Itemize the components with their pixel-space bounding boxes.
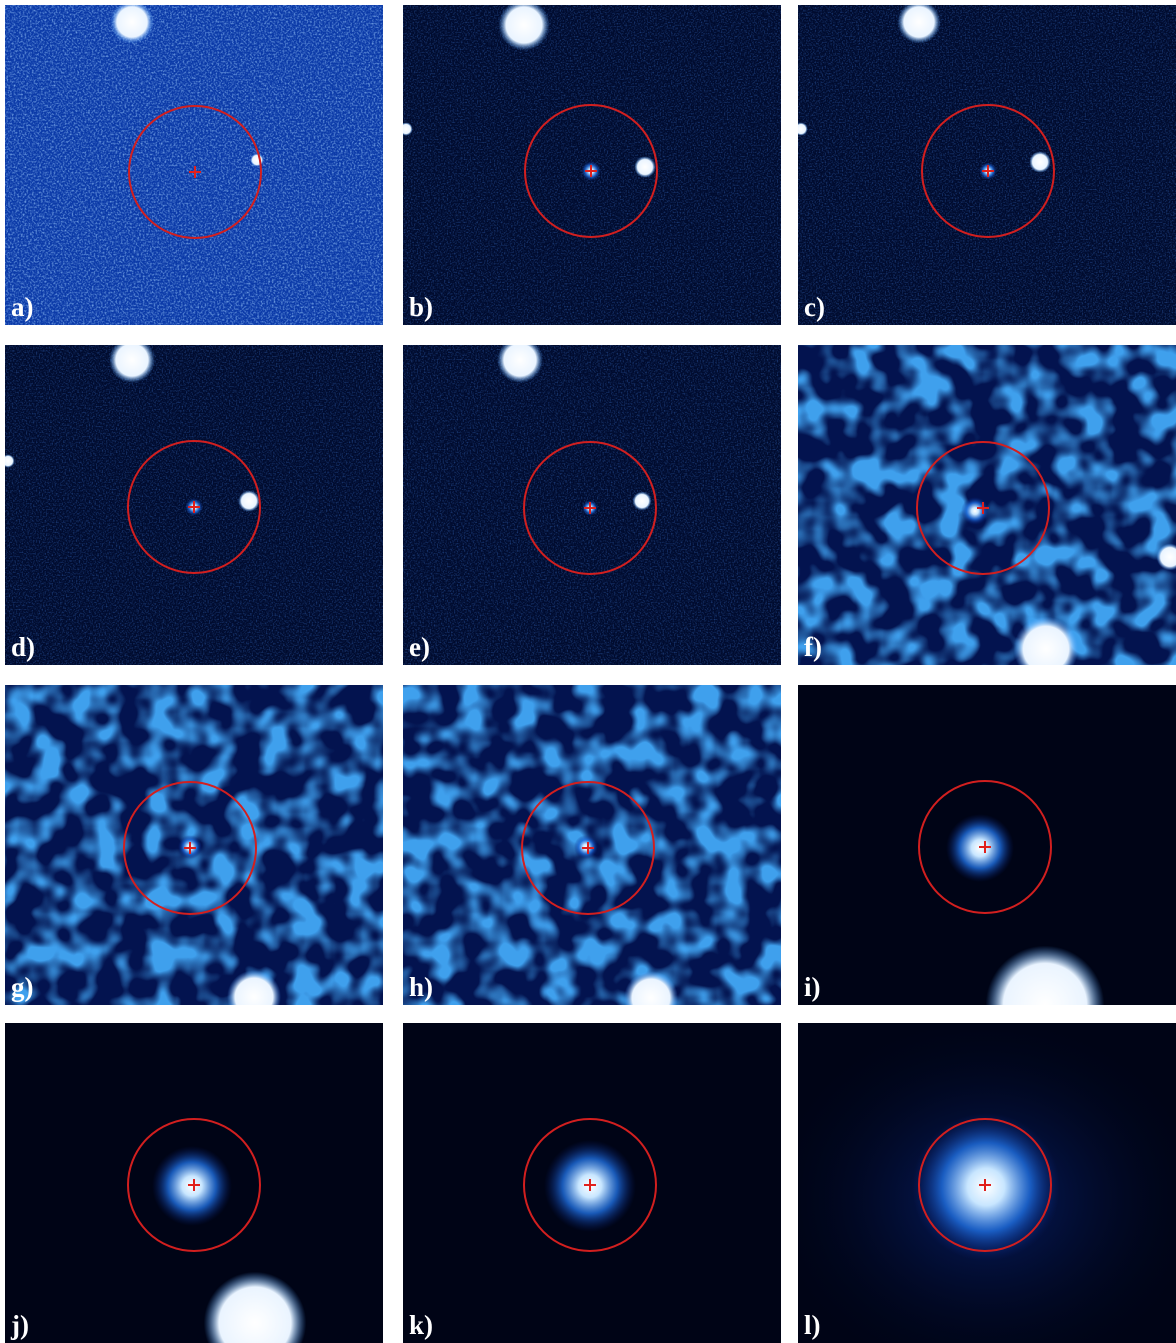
bright-star	[624, 971, 678, 1005]
image-panel-h: h)	[403, 685, 781, 1005]
position-cross	[979, 1179, 991, 1191]
bright-star	[1156, 543, 1176, 571]
position-cross	[582, 842, 594, 854]
panel-image	[5, 1023, 383, 1343]
aperture-circle	[523, 441, 657, 575]
aperture-circle	[127, 1118, 261, 1252]
position-cross	[979, 841, 991, 853]
image-panel-j: j)	[5, 1023, 383, 1343]
aperture-circle	[918, 780, 1052, 914]
position-cross	[982, 165, 994, 177]
bright-star	[250, 153, 264, 167]
bright-star	[5, 454, 15, 468]
panel-image	[5, 345, 383, 665]
position-cross	[184, 842, 196, 854]
position-cross	[585, 165, 597, 177]
position-cross	[977, 502, 989, 514]
position-cross	[188, 501, 200, 513]
bright-star	[1029, 151, 1051, 173]
image-panel-k: k)	[403, 1023, 781, 1343]
target-source	[961, 497, 989, 525]
position-cross	[188, 1179, 200, 1191]
image-panel-a: a)	[5, 5, 383, 325]
image-panel-e: e)	[403, 345, 781, 665]
image-panel-d: d)	[5, 345, 383, 665]
aperture-circle	[127, 440, 261, 574]
aperture-circle	[916, 441, 1050, 575]
bright-star	[203, 1271, 307, 1343]
aperture-circle	[523, 1118, 657, 1252]
bright-star	[109, 345, 155, 383]
image-panel-l: l)	[798, 1023, 1176, 1343]
bright-star	[227, 970, 281, 1005]
bright-star	[632, 491, 652, 511]
bright-star	[1013, 616, 1079, 665]
bright-star	[498, 5, 550, 51]
position-cross	[584, 1179, 596, 1191]
panel-image	[403, 1023, 781, 1343]
bright-star	[798, 122, 808, 136]
aperture-circle	[524, 104, 658, 238]
bright-star	[897, 5, 941, 44]
position-cross	[584, 502, 596, 514]
position-cross	[189, 166, 201, 178]
bright-star	[403, 122, 413, 136]
bright-star	[238, 490, 260, 512]
aperture-circle	[918, 1118, 1052, 1252]
panel-image	[403, 345, 781, 665]
bright-star	[497, 345, 543, 383]
image-panel-g: g)	[5, 685, 383, 1005]
panel-image	[403, 5, 781, 325]
bright-star	[110, 5, 154, 44]
aperture-circle	[123, 781, 257, 915]
aperture-circle	[128, 105, 262, 239]
panel-image	[5, 685, 383, 1005]
aperture-circle	[921, 104, 1055, 238]
panel-image	[5, 5, 383, 325]
panel-image	[798, 1023, 1176, 1343]
image-panel-b: b)	[403, 5, 781, 325]
noise-texture	[5, 5, 383, 325]
image-panel-c: c)	[798, 5, 1176, 325]
bright-star	[634, 156, 656, 178]
panel-image	[798, 345, 1176, 665]
panel-image	[403, 685, 781, 1005]
image-panel-f: f)	[798, 345, 1176, 665]
panel-image	[798, 685, 1176, 1005]
image-panel-i: i)	[798, 685, 1176, 1005]
bright-star	[985, 945, 1105, 1005]
panel-image	[798, 5, 1176, 325]
aperture-circle	[521, 781, 655, 915]
